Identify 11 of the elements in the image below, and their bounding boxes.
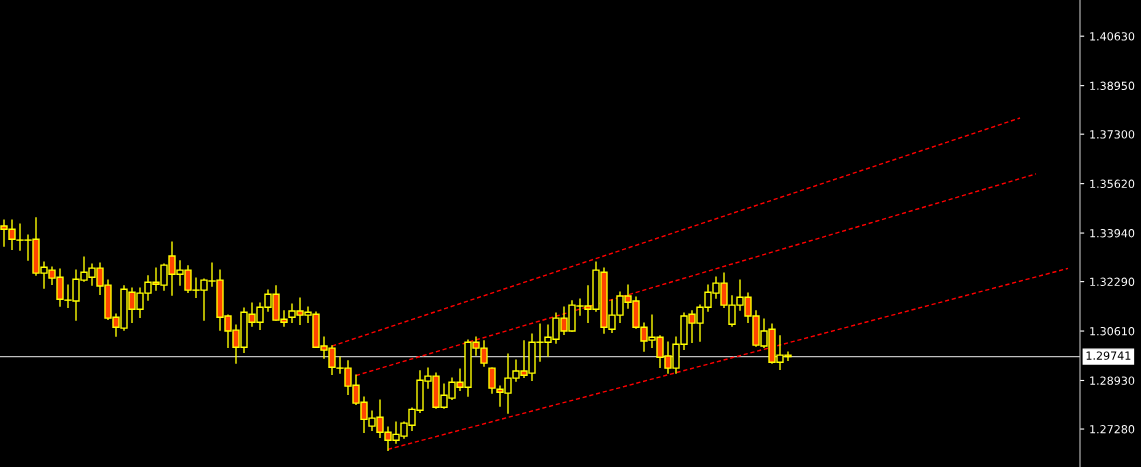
ref-line-label: 1.29741 bbox=[1086, 351, 1131, 360]
y-tick-label: 1.27280 bbox=[1090, 425, 1135, 434]
y-tick-label: 1.40630 bbox=[1090, 32, 1135, 41]
y-tick-label: 1.38950 bbox=[1090, 81, 1135, 91]
candlestick bbox=[488, 367, 496, 394]
y-tick-label: 1.32290 bbox=[1090, 277, 1135, 286]
y-tick-label: 1.28930 bbox=[1090, 376, 1135, 385]
y-tick-label: 1.33940 bbox=[1090, 229, 1135, 238]
y-tick-label: 1.35620 bbox=[1090, 179, 1135, 188]
y-tick-label: 1.30610 bbox=[1090, 327, 1135, 336]
y-tick-label: 1.37300 bbox=[1090, 130, 1135, 139]
